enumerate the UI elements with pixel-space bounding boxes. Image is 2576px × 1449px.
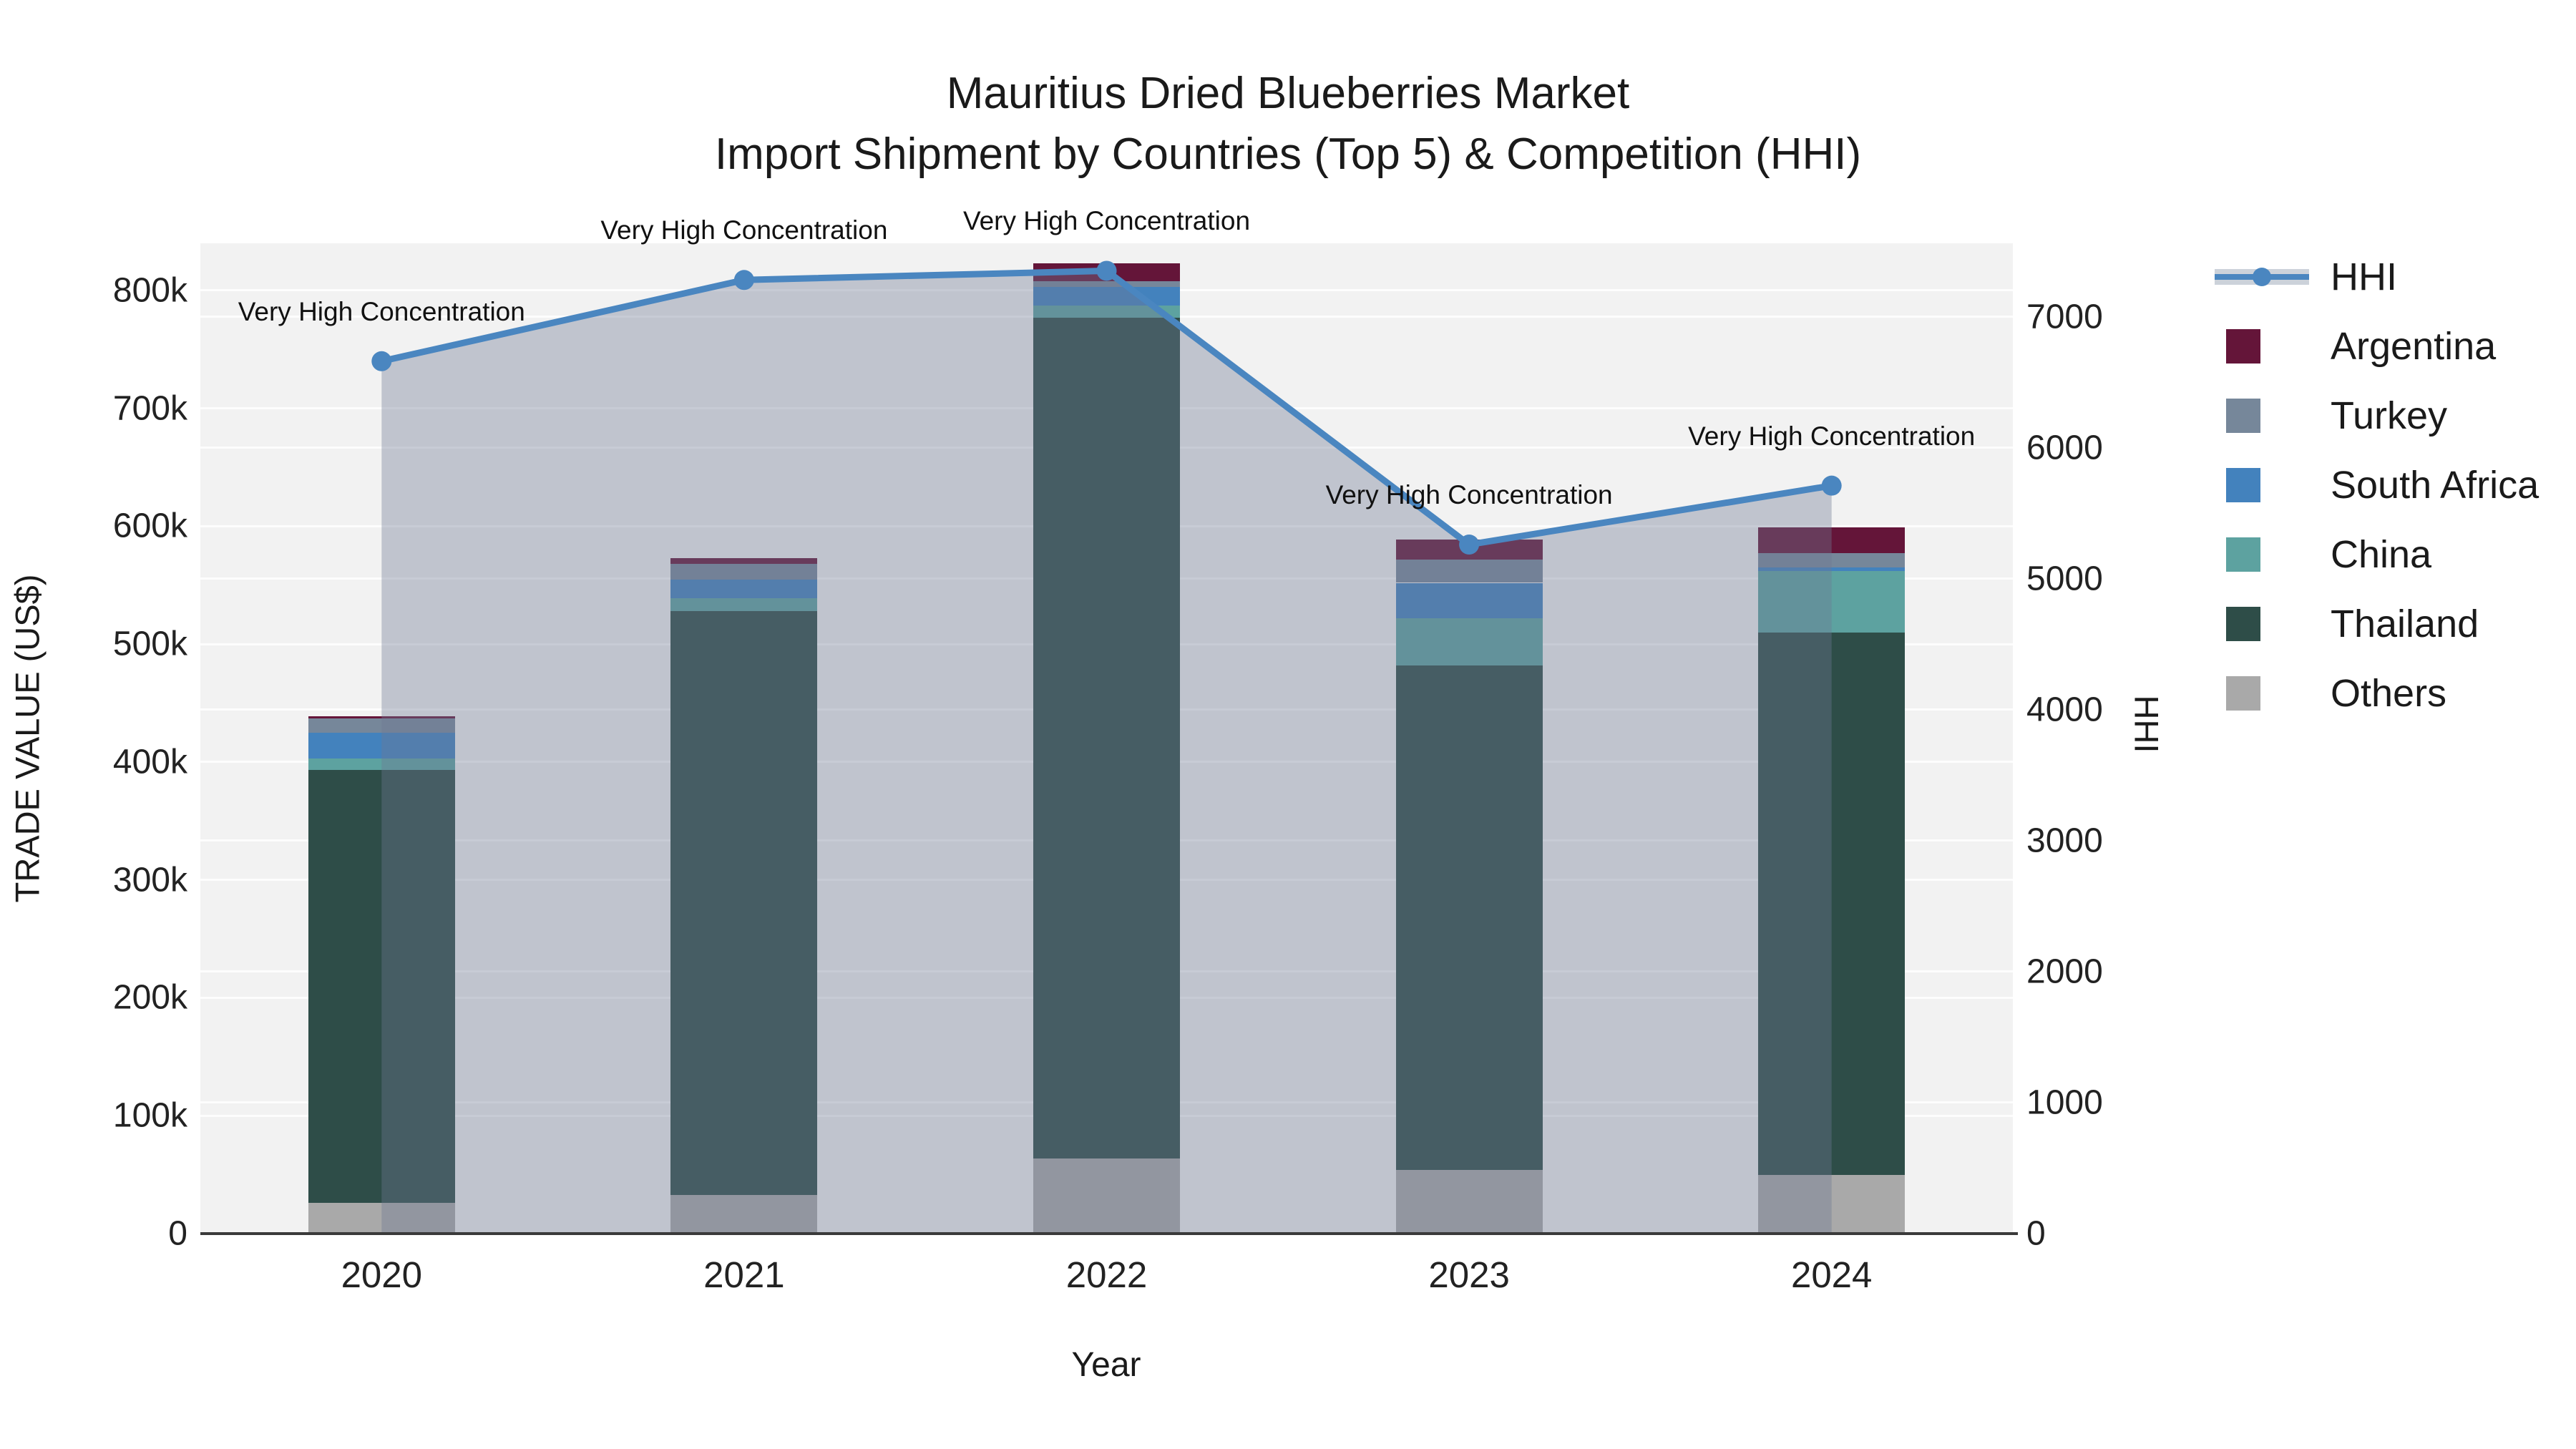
legend-symbol-swatch: [2215, 537, 2322, 572]
y-left-tick-200k: 200k: [112, 978, 187, 1017]
legend-label: HHI: [2331, 255, 2397, 298]
bar-2020-thailand[interactable]: [308, 770, 455, 1204]
y-left-tick-400k: 400k: [112, 743, 187, 781]
x-tick-2022: 2022: [1065, 1254, 1148, 1295]
x-tick-2023: 2023: [1428, 1254, 1510, 1295]
bar-2021-south-africa[interactable]: [670, 579, 818, 598]
legend-label: Turkey: [2331, 394, 2448, 437]
legend-swatch-icon: [2226, 468, 2260, 502]
legend-swatch-icon: [2226, 329, 2260, 364]
annotation-2022: Very High Concentration: [962, 206, 1251, 236]
bar-2024-turkey[interactable]: [1758, 553, 1906, 568]
bar-2022-china[interactable]: [1033, 306, 1180, 318]
annotation-2023: Very High Concentration: [1325, 480, 1613, 510]
bar-2023-china[interactable]: [1395, 618, 1543, 665]
legend-symbol-swatch: [2215, 468, 2322, 502]
y-left-tick-0: 0: [168, 1214, 187, 1253]
y-left-tick-600k: 600k: [112, 507, 187, 545]
y-left-axis-title: TRADE VALUE (US$): [8, 574, 47, 903]
y-right-tick-5000: 5000: [2026, 560, 2103, 598]
y-right-tick-4000: 4000: [2026, 691, 2103, 729]
bar-2020-others[interactable]: [308, 1203, 455, 1234]
legend-label: China: [2331, 533, 2432, 576]
legend-symbol-swatch: [2215, 399, 2322, 433]
bar-2020-argentina[interactable]: [308, 716, 455, 718]
annotation-2021: Very High Concentration: [600, 215, 888, 245]
legend-symbol-swatch: [2215, 329, 2322, 364]
x-tick-2020: 2020: [341, 1254, 423, 1295]
y-right-tick-1000: 1000: [2026, 1083, 2103, 1122]
y-right-tick-6000: 6000: [2026, 429, 2103, 467]
bar-2021-thailand[interactable]: [670, 611, 818, 1195]
legend-label: Argentina: [2331, 325, 2497, 368]
y-right-tick-0: 0: [2026, 1214, 2046, 1253]
bar-2024-china[interactable]: [1758, 571, 1906, 633]
bar-2021-turkey[interactable]: [670, 564, 818, 580]
annotation-2020: Very High Concentration: [238, 296, 525, 326]
bar-2021-china[interactable]: [670, 597, 818, 612]
bar-2023-turkey[interactable]: [1395, 559, 1543, 583]
legend-item-others[interactable]: Others: [2215, 668, 2446, 718]
x-axis-title: Year: [1071, 1346, 1141, 1384]
legend-label: South Africa: [2331, 464, 2540, 507]
bar-2022-thailand[interactable]: [1033, 317, 1180, 1158]
bar-2024-thailand[interactable]: [1758, 632, 1906, 1175]
bar-2020-turkey[interactable]: [308, 718, 455, 733]
hhi-marker-icon: [2253, 268, 2271, 286]
legend-swatch-icon: [2226, 607, 2260, 641]
hhi-area-swatch-icon: [2215, 268, 2309, 286]
bar-2020-china[interactable]: [308, 758, 455, 771]
bar-2023-others[interactable]: [1395, 1170, 1543, 1234]
bar-2024-others[interactable]: [1758, 1174, 1906, 1234]
legend-label: Thailand: [2331, 602, 2479, 645]
bar-2021-others[interactable]: [670, 1194, 818, 1234]
legend-item-south-africa[interactable]: South Africa: [2215, 460, 2539, 510]
legend-label: Others: [2331, 672, 2447, 715]
legend-item-turkey[interactable]: Turkey: [2215, 391, 2447, 441]
bar-2024-south-africa[interactable]: [1758, 567, 1906, 572]
legend-symbol-swatch: [2215, 607, 2322, 641]
bar-2022-others[interactable]: [1033, 1158, 1180, 1234]
y-left-tick-100k: 100k: [112, 1096, 187, 1135]
legend-item-hhi[interactable]: HHI: [2215, 252, 2397, 302]
legend-item-thailand[interactable]: Thailand: [2215, 599, 2479, 649]
y-left-tick-800k: 800k: [112, 271, 187, 310]
bar-2021-argentina[interactable]: [670, 557, 818, 565]
bar-2023-argentina[interactable]: [1395, 539, 1543, 560]
bar-2022-argentina[interactable]: [1033, 263, 1180, 281]
legend-item-china[interactable]: China: [2215, 530, 2431, 580]
x-tick-2021: 2021: [703, 1254, 785, 1295]
legend-swatch-icon: [2226, 537, 2260, 572]
y-left-tick-300k: 300k: [112, 861, 187, 899]
x-axis-line: [200, 1232, 2018, 1235]
bar-2022-south-africa[interactable]: [1033, 286, 1180, 306]
bar-2022-turkey[interactable]: [1033, 280, 1180, 287]
legend-symbol-swatch: [2215, 676, 2322, 711]
annotation-2024: Very High Concentration: [1688, 421, 1976, 451]
y-left-tick-500k: 500k: [112, 625, 187, 663]
bar-2023-thailand[interactable]: [1395, 665, 1543, 1171]
legend-symbol-hhi-line-icon: [2215, 268, 2322, 286]
y-left-tick-700k: 700k: [112, 389, 187, 428]
bar-2024-argentina[interactable]: [1758, 527, 1906, 554]
bar-2020-south-africa[interactable]: [308, 732, 455, 758]
legend-swatch-icon: [2226, 676, 2260, 711]
bar-2023-south-africa[interactable]: [1395, 582, 1543, 618]
y-right-tick-3000: 3000: [2026, 821, 2103, 860]
legend-item-argentina[interactable]: Argentina: [2215, 321, 2496, 371]
chart-title-line2: Import Shipment by Countries (Top 5) & C…: [714, 130, 1862, 179]
y-right-axis-title: HHI: [2127, 695, 2166, 753]
y-right-tick-2000: 2000: [2026, 952, 2103, 991]
x-tick-2024: 2024: [1790, 1254, 1873, 1295]
chart-title-line1: Mauritius Dried Blueberries Market: [946, 69, 1630, 118]
legend-swatch-icon: [2226, 399, 2260, 433]
y-right-tick-7000: 7000: [2026, 298, 2103, 336]
